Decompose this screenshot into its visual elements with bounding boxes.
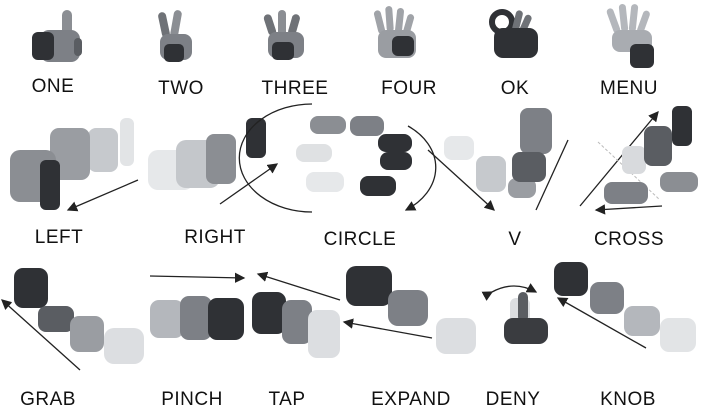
hand-circle-motion-icon	[238, 103, 437, 213]
label-four: FOUR	[381, 78, 437, 99]
hand-swipe-right-icon	[148, 118, 279, 205]
label-three: THREE	[261, 78, 329, 99]
label-expand: EXPAND	[371, 389, 451, 410]
hand-deny-wag-icon	[481, 283, 548, 344]
hand-pinch-icon	[149, 272, 246, 340]
hand-two-fingers-icon	[158, 10, 192, 62]
label-one: ONE	[31, 76, 75, 97]
label-ok: OK	[500, 78, 530, 99]
label-grab: GRAB	[20, 389, 76, 410]
hand-open-palm-icon	[606, 4, 654, 68]
label-menu: MENU	[600, 78, 658, 99]
hand-expand-icon	[256, 266, 476, 354]
hand-knob-turn-icon	[554, 262, 696, 352]
label-tap: TAP	[268, 389, 306, 410]
hand-swipe-left-icon	[10, 118, 139, 212]
label-pinch: PINCH	[161, 389, 223, 410]
label-right: RIGHT	[184, 227, 246, 248]
label-cross: CROSS	[593, 229, 665, 250]
hand-three-fingers-icon	[263, 10, 304, 60]
hand-one-finger-icon	[32, 10, 82, 62]
label-deny: DENY	[485, 389, 541, 410]
hand-ok-sign-icon	[489, 9, 538, 58]
hand-grab-icon	[1, 268, 144, 371]
label-knob: KNOB	[600, 389, 656, 410]
hand-four-fingers-icon	[373, 6, 416, 58]
label-circle: CIRCLE	[323, 229, 397, 250]
label-left: LEFT	[34, 227, 84, 248]
label-v: V	[508, 229, 522, 250]
hand-v-motion-icon	[427, 108, 569, 211]
label-two: TWO	[158, 78, 204, 99]
hand-tap-icon	[252, 292, 340, 358]
hand-cross-motion-icon	[579, 106, 698, 215]
